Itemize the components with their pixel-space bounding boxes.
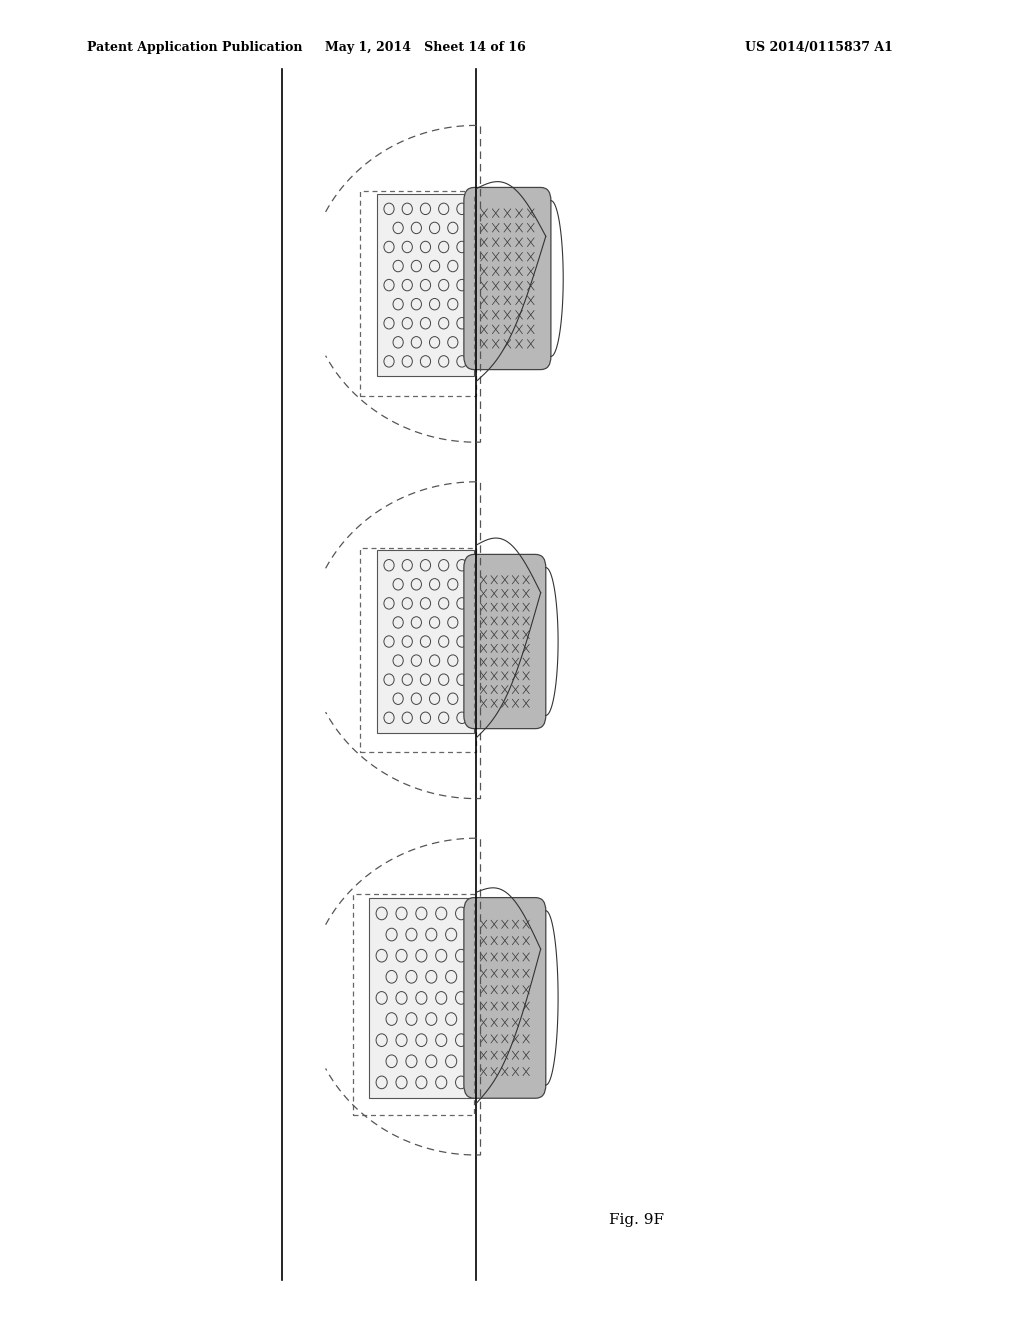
Bar: [369, 898, 474, 1098]
Text: May 1, 2014   Sheet 14 of 16: May 1, 2014 Sheet 14 of 16: [325, 41, 525, 54]
Bar: [377, 194, 474, 376]
Text: Patent Application Publication: Patent Application Publication: [87, 41, 302, 54]
Bar: [353, 894, 474, 1115]
Text: US 2014/0115837 A1: US 2014/0115837 A1: [745, 41, 893, 54]
Bar: [360, 548, 476, 752]
FancyBboxPatch shape: [464, 898, 546, 1098]
FancyBboxPatch shape: [464, 187, 551, 370]
Bar: [377, 550, 474, 733]
FancyBboxPatch shape: [464, 554, 546, 729]
Bar: [360, 191, 476, 396]
Text: Fig. 9F: Fig. 9F: [609, 1213, 665, 1226]
